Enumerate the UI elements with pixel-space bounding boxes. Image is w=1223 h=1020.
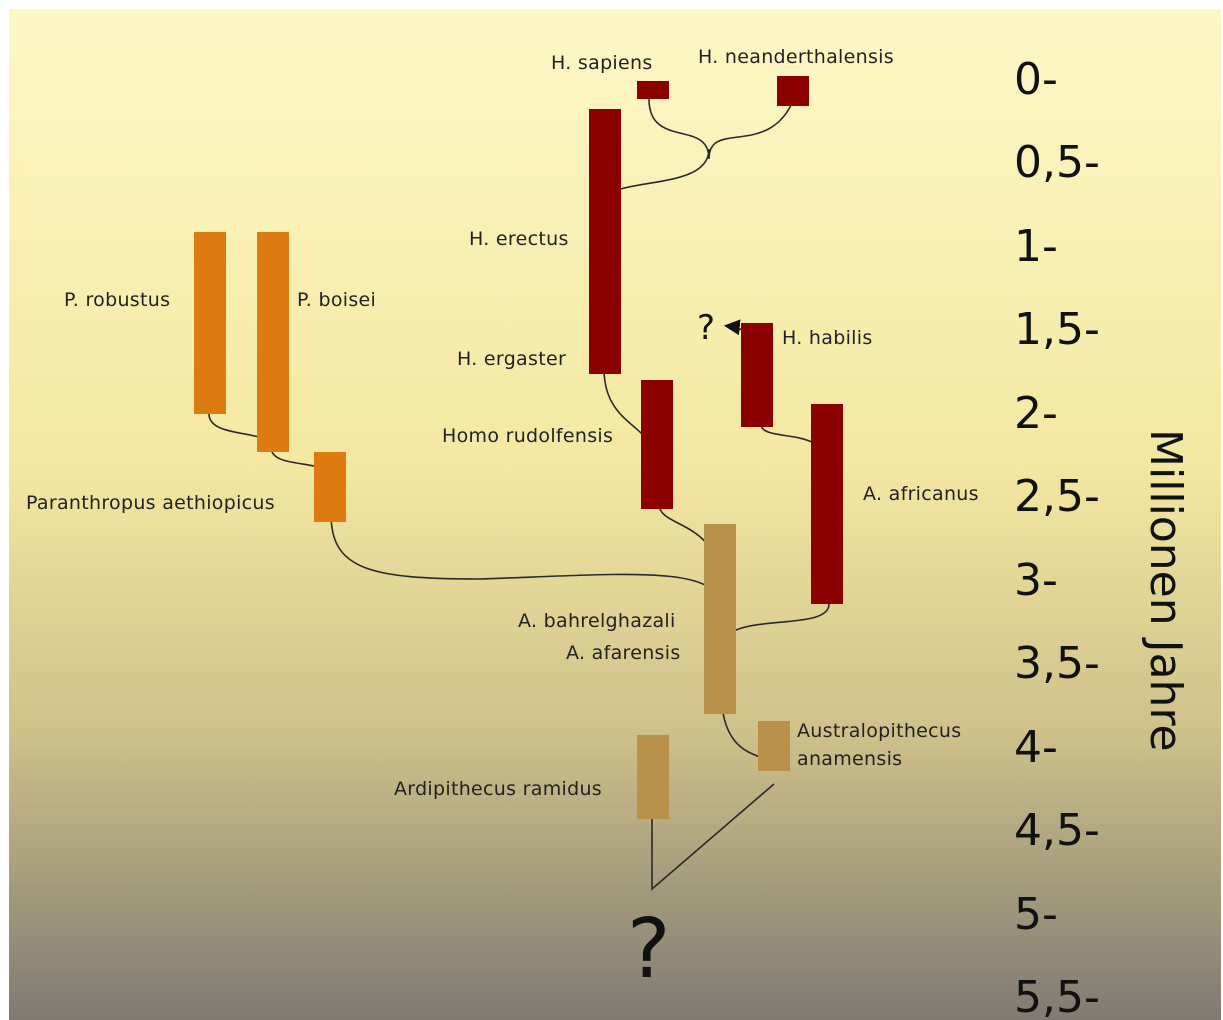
connector-ramidus-origin <box>651 783 775 891</box>
label-a-bahrelghazali: A. bahrelghazali <box>518 610 676 632</box>
bar-paranthropus-aethiopicus <box>314 452 346 522</box>
axis-tick: 3,5- <box>1014 638 1100 689</box>
bar-h-sapiens <box>637 81 669 99</box>
label-h-ergaster: H. ergaster <box>457 348 566 370</box>
label-h-habilis: H. habilis <box>782 327 873 349</box>
bar-h-neanderthalensis <box>777 76 809 106</box>
diagram-canvas: H. sapiens H. neanderthalensis H. erectu… <box>9 9 1221 1020</box>
axis-tick: 2,5- <box>1014 471 1100 522</box>
bar-australopithecus-anamensis <box>758 721 790 771</box>
time-axis: 0- 0,5- 1- 1,5- 2- 2,5- 3- 3,5- 4- 4,5- … <box>1014 54 1100 1020</box>
axis-tick: 2- <box>1014 388 1058 439</box>
axis-tick: 4,5- <box>1014 805 1100 856</box>
label-homo-rudolfensis: Homo rudolfensis <box>442 425 613 447</box>
axis-tick: 0,5- <box>1014 137 1100 188</box>
bar-p-robustus <box>194 232 226 414</box>
axis-title: Millionen Jahre <box>1140 429 1191 752</box>
label-paranthropus-aethiopicus: Paranthropus aethiopicus <box>26 492 275 514</box>
bar-a-africanus <box>811 404 843 604</box>
axis-tick: 3- <box>1014 555 1058 606</box>
axis-tick: 1,5- <box>1014 304 1100 355</box>
connector-aethiopicus-afarensis <box>330 513 722 610</box>
label-h-neanderthalensis: H. neanderthalensis <box>698 46 894 68</box>
bar-homo-rudolfensis <box>641 380 673 509</box>
hominin-phylogeny-diagram: H. sapiens H. neanderthalensis H. erectu… <box>9 9 1221 1020</box>
label-p-robustus: P. robustus <box>64 289 170 311</box>
species-labels: H. sapiens H. neanderthalensis H. erectu… <box>26 46 979 800</box>
axis-tick: 4- <box>1014 722 1058 773</box>
bar-h-erectus <box>589 109 621 374</box>
label-p-boisei: P. boisei <box>297 289 376 311</box>
bar-a-afarensis <box>704 524 736 714</box>
label-a-afarensis: A. afarensis <box>566 642 681 664</box>
axis-tick: 1- <box>1014 221 1058 272</box>
bar-h-habilis <box>741 323 773 427</box>
bar-ardipithecus-ramidus <box>637 735 669 819</box>
label-h-sapiens: H. sapiens <box>551 52 653 74</box>
origin-question-mark: ? <box>627 902 671 997</box>
label-h-erectus: H. erectus <box>469 228 569 250</box>
bar-p-boisei <box>257 232 289 452</box>
axis-tick: 5,5- <box>1014 972 1100 1020</box>
label-australopithecus-anamensis-line2: anamensis <box>797 748 902 770</box>
species-bars <box>194 76 843 819</box>
label-australopithecus-anamensis-line1: Australopithecus <box>797 720 961 742</box>
connector-sapiens-neanderthal <box>648 98 795 160</box>
axis-tick: 5- <box>1014 889 1058 940</box>
habilis-unknown-question-mark: ? <box>697 308 715 348</box>
label-ardipithecus-ramidus: Ardipithecus ramidus <box>394 778 602 800</box>
axis-tick: 0- <box>1014 54 1058 105</box>
label-a-africanus: A. africanus <box>863 483 979 505</box>
